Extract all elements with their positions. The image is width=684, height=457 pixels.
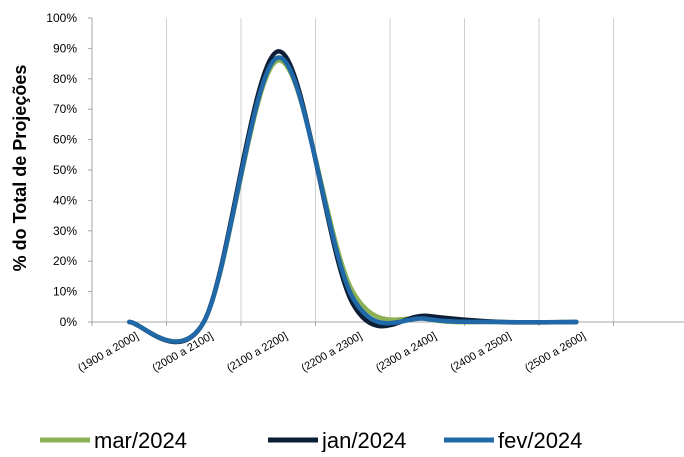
x-tick-label: (2500 a 2600] xyxy=(523,330,588,374)
x-tick-label: (2200 a 2300] xyxy=(299,330,364,374)
y-tick-label: 10% xyxy=(53,285,77,299)
x-tick-label: (2100 a 2200] xyxy=(225,330,290,374)
y-tick-label: 90% xyxy=(53,41,77,55)
y-tick-label: 70% xyxy=(53,102,77,116)
x-tick-label: (2300 a 2400] xyxy=(374,330,439,374)
x-tick-label: (1900 a 2000] xyxy=(76,330,141,374)
legend-label-fev-2024: fev/2024 xyxy=(498,428,582,452)
y-tick-label: 50% xyxy=(53,163,77,177)
x-tick-label: (2400 a 2500] xyxy=(448,330,513,374)
series-line-fev-2024 xyxy=(127,55,579,344)
y-tick-label: 20% xyxy=(53,254,77,268)
y-tick-label: 60% xyxy=(53,133,77,147)
legend-label-jan-2024: jan/2024 xyxy=(321,428,406,452)
y-tick-label: 100% xyxy=(46,11,77,25)
legend-label-mar-2024: mar/2024 xyxy=(94,428,187,452)
y-tick-label: 80% xyxy=(53,72,77,86)
y-tick-label: 40% xyxy=(53,193,77,207)
legend: mar/2024 jan/2024 fev/2024 xyxy=(40,428,582,453)
y-tick-label: 0% xyxy=(60,315,78,329)
y-axis-label: % do Total de Projeções xyxy=(10,65,30,272)
y-tick-label: 30% xyxy=(53,224,77,238)
